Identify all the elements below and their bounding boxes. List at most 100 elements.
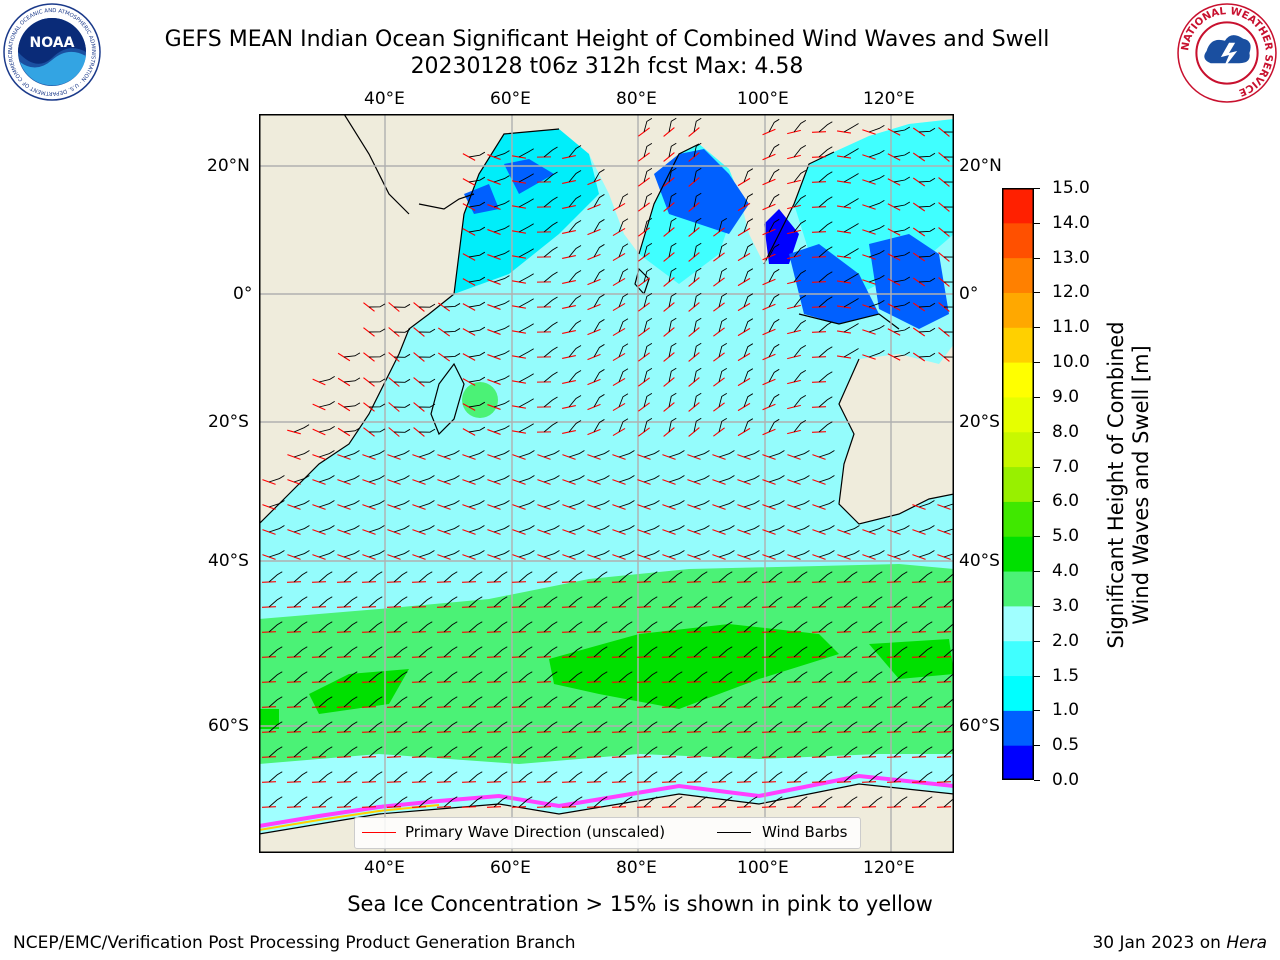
vector-field: [261, 117, 954, 808]
wind-barb: [943, 528, 954, 533]
wind-barb: [368, 500, 385, 508]
wind-barb: [543, 396, 558, 408]
colorbar-segment: [1002, 431, 1034, 468]
wind-barb: [718, 217, 728, 233]
wind-barb: [918, 696, 933, 708]
wind-barb: [543, 500, 560, 508]
wind-barb: [418, 696, 433, 708]
lat-label-left-0: 0°: [233, 284, 253, 304]
wind-barb: [943, 748, 954, 758]
wind-barb: [318, 596, 333, 608]
wind-barb: [568, 550, 585, 558]
wind-barb: [543, 746, 558, 758]
wind-barb: [618, 318, 629, 333]
wind-barb: [868, 349, 885, 358]
wind-barb: [518, 550, 535, 558]
colorbar-segment: [1002, 605, 1034, 642]
wind-barb: [868, 525, 885, 533]
wind-barb: [468, 475, 485, 483]
wind-barb: [693, 450, 710, 458]
wind-barb: [818, 771, 833, 783]
wind-barb: [943, 773, 954, 783]
colorbar: [1002, 188, 1034, 780]
wind-barb: [518, 298, 534, 308]
wind-barb: [518, 596, 533, 608]
wind-barb: [843, 123, 859, 133]
wind-barb: [943, 798, 954, 808]
wind-barb: [843, 796, 858, 808]
wind-barb: [918, 646, 933, 658]
wind-barb: [693, 746, 708, 758]
wind-barb: [618, 500, 635, 508]
wind-barb: [768, 746, 783, 758]
wind-barb: [818, 271, 833, 283]
wind-barb: [843, 148, 859, 158]
colorbar-tick-mark: [1034, 292, 1040, 294]
wind-barb: [743, 571, 758, 583]
wind-barb: [368, 746, 383, 758]
wind-barb: [493, 225, 510, 233]
wind-barb: [568, 195, 582, 208]
wind-barb: [793, 671, 808, 683]
wind-barb: [268, 596, 283, 608]
wind-barb: [943, 356, 954, 358]
wind-barb: [768, 796, 783, 808]
wind-barb: [468, 646, 483, 658]
wind-barb: [468, 301, 486, 308]
wind-barb: [768, 696, 783, 708]
wind-barb: [618, 721, 633, 733]
wind-barb: [743, 796, 758, 808]
wind-barb: [918, 277, 936, 283]
wind-barb: [918, 621, 933, 633]
wind-barb: [893, 201, 911, 208]
wind-barb: [268, 621, 283, 633]
wind-barb: [768, 621, 783, 633]
wind-barb: [543, 771, 558, 783]
wind-barb: [768, 368, 780, 383]
wind-barb: [668, 475, 685, 483]
wind-barb: [418, 596, 433, 608]
wind-barb: [543, 196, 558, 208]
colorbar-segment: [1002, 466, 1034, 502]
colorbar-segment: [1002, 536, 1034, 572]
wind-barb: [393, 525, 410, 533]
wind-barb: [268, 771, 283, 783]
wind-barb: [468, 596, 483, 608]
wind-barb: [918, 796, 933, 808]
wind-barb: [793, 244, 807, 258]
wind-barb: [668, 392, 677, 408]
wind-barb: [368, 303, 386, 308]
wind-barb: [493, 275, 510, 283]
wind-barb: [693, 142, 702, 158]
chart-title: GEFS MEAN Indian Ocean Significant Heigh…: [164, 27, 1050, 52]
wind-barb: [818, 221, 833, 233]
wind-barb: [768, 268, 780, 283]
wind-barb: [643, 771, 658, 783]
wind-barb: [593, 219, 605, 233]
wind-barb: [843, 596, 858, 608]
wind-barb: [418, 428, 436, 433]
wind-barb: [318, 746, 333, 758]
wind-barb: [493, 646, 508, 658]
wind-barb: [293, 424, 310, 433]
wind-barb: [468, 771, 483, 783]
wind-barb: [418, 353, 436, 358]
wind-barb: [793, 394, 807, 408]
wind-barb: [368, 428, 386, 433]
wind-barb: [818, 371, 833, 383]
wind-barb: [668, 771, 683, 783]
wind-barb: [418, 500, 435, 508]
lat-label-left-60s: 60°S: [208, 716, 249, 736]
wind-barb: [393, 796, 408, 808]
wind-barb: [393, 378, 411, 383]
wind-barb: [743, 243, 754, 258]
wind-barb: [718, 417, 728, 433]
wind-barb: [693, 525, 710, 533]
wind-barb: [493, 250, 510, 258]
wind-barb: [768, 168, 780, 183]
wind-barb: [568, 170, 582, 183]
colorbar-tick-mark: [1034, 745, 1040, 747]
wind-barb: [793, 746, 808, 758]
wind-barb: [868, 746, 883, 758]
wind-barb: [918, 252, 936, 258]
